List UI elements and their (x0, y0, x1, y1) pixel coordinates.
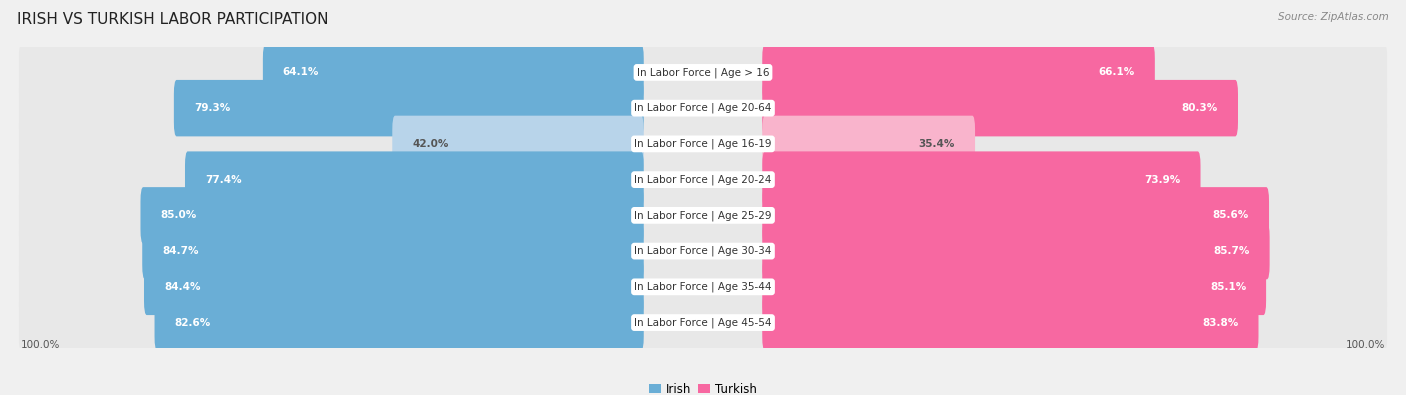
Text: 83.8%: 83.8% (1202, 318, 1239, 327)
FancyBboxPatch shape (18, 117, 1388, 171)
Text: 66.1%: 66.1% (1098, 68, 1135, 77)
FancyBboxPatch shape (263, 44, 644, 101)
Text: In Labor Force | Age 35-44: In Labor Force | Age 35-44 (634, 282, 772, 292)
FancyBboxPatch shape (762, 259, 1267, 315)
Text: Source: ZipAtlas.com: Source: ZipAtlas.com (1278, 12, 1389, 22)
Text: In Labor Force | Age 20-64: In Labor Force | Age 20-64 (634, 103, 772, 113)
Text: 100.0%: 100.0% (1346, 340, 1385, 350)
Text: 64.1%: 64.1% (283, 68, 319, 77)
FancyBboxPatch shape (141, 187, 644, 244)
FancyBboxPatch shape (186, 151, 644, 208)
Text: IRISH VS TURKISH LABOR PARTICIPATION: IRISH VS TURKISH LABOR PARTICIPATION (17, 12, 329, 27)
FancyBboxPatch shape (762, 44, 1154, 101)
Text: 100.0%: 100.0% (21, 340, 60, 350)
Text: 84.4%: 84.4% (165, 282, 201, 292)
FancyBboxPatch shape (762, 187, 1270, 244)
Text: 79.3%: 79.3% (194, 103, 231, 113)
FancyBboxPatch shape (18, 153, 1388, 207)
Text: 84.7%: 84.7% (162, 246, 198, 256)
FancyBboxPatch shape (762, 80, 1239, 136)
Text: 73.9%: 73.9% (1144, 175, 1181, 184)
Text: 85.7%: 85.7% (1213, 246, 1250, 256)
FancyBboxPatch shape (18, 188, 1388, 242)
FancyBboxPatch shape (762, 294, 1258, 351)
Text: In Labor Force | Age 20-24: In Labor Force | Age 20-24 (634, 174, 772, 185)
Text: 82.6%: 82.6% (174, 318, 211, 327)
Text: 80.3%: 80.3% (1182, 103, 1218, 113)
Text: 85.0%: 85.0% (160, 211, 197, 220)
Text: 85.6%: 85.6% (1213, 211, 1249, 220)
Text: In Labor Force | Age 30-34: In Labor Force | Age 30-34 (634, 246, 772, 256)
FancyBboxPatch shape (392, 116, 644, 172)
FancyBboxPatch shape (155, 294, 644, 351)
FancyBboxPatch shape (18, 296, 1388, 350)
FancyBboxPatch shape (174, 80, 644, 136)
Text: 35.4%: 35.4% (918, 139, 955, 149)
FancyBboxPatch shape (18, 260, 1388, 314)
FancyBboxPatch shape (762, 223, 1270, 279)
FancyBboxPatch shape (18, 81, 1388, 135)
Text: In Labor Force | Age 25-29: In Labor Force | Age 25-29 (634, 210, 772, 221)
Text: 77.4%: 77.4% (205, 175, 242, 184)
Text: 42.0%: 42.0% (412, 139, 449, 149)
Text: In Labor Force | Age > 16: In Labor Force | Age > 16 (637, 67, 769, 78)
Text: In Labor Force | Age 45-54: In Labor Force | Age 45-54 (634, 317, 772, 328)
Text: In Labor Force | Age 16-19: In Labor Force | Age 16-19 (634, 139, 772, 149)
FancyBboxPatch shape (762, 151, 1201, 208)
Legend: Irish, Turkish: Irish, Turkish (650, 383, 756, 395)
FancyBboxPatch shape (18, 45, 1388, 99)
FancyBboxPatch shape (762, 116, 976, 172)
FancyBboxPatch shape (143, 259, 644, 315)
Text: 85.1%: 85.1% (1211, 282, 1246, 292)
FancyBboxPatch shape (142, 223, 644, 279)
FancyBboxPatch shape (18, 224, 1388, 278)
